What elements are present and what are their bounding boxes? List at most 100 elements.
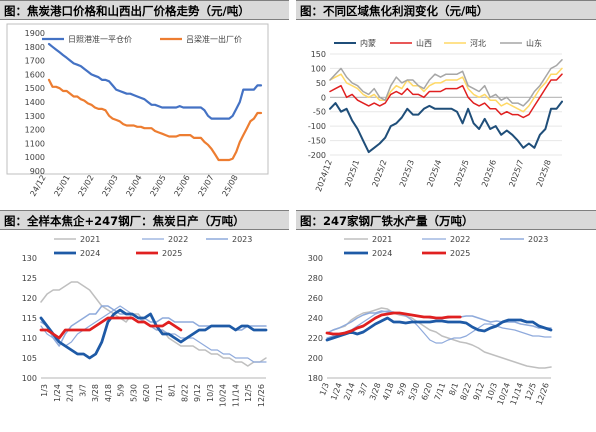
series-line — [39, 316, 183, 340]
panel-title: 图：不同区域焦化利润变化（元/吨） — [296, 0, 596, 20]
y-tick-label: -50 — [313, 108, 326, 117]
y-tick-label: 125 — [22, 274, 37, 283]
series-line — [326, 310, 552, 344]
x-tick-label: 25/05 — [148, 174, 167, 198]
x-tick-label: 2025/2 — [371, 159, 389, 189]
series-line — [325, 311, 462, 336]
y-tick-label: 120 — [22, 294, 37, 303]
x-tick-label: 7/11 — [155, 384, 164, 402]
legend-label: 日照港准一平仓价 — [68, 34, 132, 44]
x-tick-label: 2025/6 — [480, 159, 498, 189]
y-tick-label: 180 — [308, 374, 323, 383]
panel-title: 图：247家钢厂铁水产量（万吨） — [296, 210, 596, 230]
series-line — [47, 78, 263, 162]
x-tick-label: 2024/12 — [314, 159, 334, 193]
x-tick-label: 8/1 — [447, 382, 460, 397]
x-tick-label: 5/9 — [117, 384, 126, 397]
y-tick-label: 100 — [22, 374, 37, 383]
y-tick-label: 220 — [308, 334, 323, 343]
series-line — [325, 316, 553, 342]
y-tick-label: 260 — [308, 294, 323, 303]
legend-label: 2022 — [450, 235, 470, 244]
x-tick-label: 2025/1 — [343, 159, 361, 189]
legend-label: 山西 — [416, 38, 432, 48]
coke-daily-output-chart: 100 105 110 115 120 125 130 1/3 1/24 2/14 3/7 3/28 4… — [22, 235, 268, 407]
x-tick-label: 7/11 — [433, 382, 448, 402]
series-line — [40, 305, 267, 363]
panel-coking-profit: 图：不同区域焦化利润变化（元/吨） -200 -150 -100 -50 0 50 100 1… — [296, 0, 596, 206]
legend-label: 2024 — [372, 249, 392, 258]
y-tick-label: 105 — [22, 354, 37, 363]
y-tick-label: 150 — [311, 50, 326, 59]
y-tick-label: 115 — [22, 314, 37, 323]
x-tick-label: 2025/3 — [398, 159, 416, 189]
panel-coke-prices: 图：焦炭港口价格和山西出厂价格走势（元/吨） 900 1000 1100 1200 13… — [0, 0, 289, 206]
panel-title: 图：焦炭港口价格和山西出厂价格走势（元/吨） — [0, 0, 289, 20]
x-tick-label: 2025/8 — [535, 159, 553, 189]
y-tick-label: 200 — [308, 354, 323, 363]
x-tick-label: 25/04 — [124, 174, 143, 198]
y-tick-label: 300 — [308, 254, 323, 263]
x-tick-label: 2025/7 — [507, 159, 525, 189]
legend-label: 2021 — [372, 235, 392, 244]
legend-label: 2021 — [80, 235, 100, 244]
series-line — [329, 100, 563, 154]
x-tick-label: 24/12 — [28, 174, 47, 198]
y-tick-label: 1800 — [25, 43, 45, 52]
x-tick-label: 1/24 — [53, 384, 62, 402]
x-tick-label: 3/7 — [357, 382, 370, 397]
y-tick-label: 1000 — [25, 153, 45, 162]
x-tick-label: 10/3 — [206, 384, 215, 402]
chart-area: -200 -150 -100 -50 0 50 100 150 2024/12 2025/1 202… — [296, 21, 596, 206]
panel-coke-daily-output: 图：全样本焦企+247钢厂：焦炭日产（万吨） 100 105 110 115 120 12… — [0, 210, 289, 432]
x-tick-label: 1/3 — [318, 382, 331, 397]
x-tick-label: 25/03 — [100, 174, 119, 198]
y-tick-label: 900 — [30, 167, 45, 176]
y-tick-label: 1900 — [25, 29, 45, 38]
legend-label: 吕梁准一出厂价 — [186, 34, 242, 44]
legend-label: 内蒙 — [360, 38, 376, 48]
series-line — [39, 308, 268, 360]
chart-area: 180 200 220 240 260 280 300 1/3 1/24 2/14 3/7 3/28 4… — [296, 231, 596, 432]
legend-label: 2025 — [162, 249, 182, 258]
x-tick-label: 25/07 — [196, 174, 215, 198]
x-tick-label: 5/9 — [396, 382, 409, 397]
x-tick-label: 25/01 — [52, 174, 71, 198]
x-tick-label: 6/20 — [142, 384, 151, 402]
chart-area: 900 1000 1100 1200 1300 1400 1500 1600 1700 1800 1… — [0, 21, 289, 206]
y-tick-label: 1300 — [25, 112, 45, 121]
x-tick-label: 25/02 — [76, 174, 95, 198]
coke-price-chart: 900 1000 1100 1200 1300 1400 1500 1600 1700 1800 1… — [6, 23, 269, 198]
x-tick-label: 12/26 — [257, 384, 266, 407]
y-tick-label: -150 — [308, 137, 326, 146]
y-tick-label: 1500 — [25, 84, 45, 93]
series-line — [329, 73, 563, 119]
y-tick-label: 1100 — [25, 139, 45, 148]
y-tick-label: 110 — [22, 334, 37, 343]
legend-label: 2023 — [232, 235, 252, 244]
x-tick-label: 4/18 — [381, 382, 396, 402]
legend-label: 2024 — [80, 249, 100, 258]
x-tick-label: 9/12 — [193, 384, 202, 402]
y-tick-label: 1200 — [25, 126, 45, 135]
y-tick-label: 0 — [321, 93, 326, 102]
panel-title: 图：全样本焦企+247钢厂：焦炭日产（万吨） — [0, 210, 289, 230]
x-tick-label: 2025/4 — [425, 159, 443, 189]
legend-label: 2022 — [168, 235, 188, 244]
x-tick-label: 2/14 — [342, 382, 357, 402]
y-tick-label: 50 — [316, 79, 326, 88]
y-tick-label: 130 — [22, 254, 37, 263]
y-tick-label: -100 — [308, 122, 326, 131]
y-tick-label: 1400 — [25, 98, 45, 107]
y-tick-label: 280 — [308, 274, 323, 283]
x-tick-label: 2025/5 — [453, 159, 471, 189]
x-tick-label: 3/28 — [91, 384, 100, 402]
legend-label: 2025 — [450, 249, 470, 258]
y-tick-label: 1700 — [25, 57, 45, 66]
y-tick-label: 100 — [311, 64, 326, 73]
x-tick-label: 4/18 — [104, 384, 113, 402]
legend-label: 山东 — [526, 38, 542, 48]
series-line — [329, 59, 563, 107]
coking-profit-chart: -200 -150 -100 -50 0 50 100 150 2024/12 2025/1 202… — [308, 38, 563, 193]
